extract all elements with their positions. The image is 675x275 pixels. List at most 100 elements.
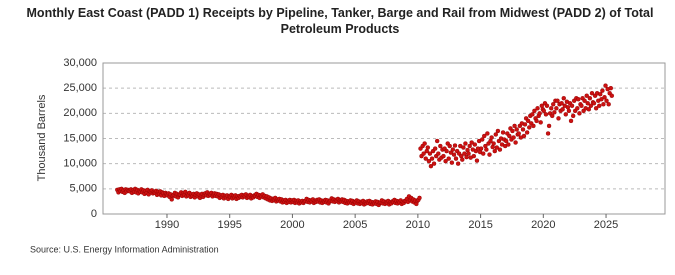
data-point [480,137,485,142]
data-point [431,161,437,166]
plot-frame [102,62,666,215]
data-point [500,130,506,135]
data-point [585,101,590,106]
data-point [520,127,526,132]
data-point [524,130,530,135]
data-point [482,133,487,139]
data-point [453,156,459,161]
data-point [466,151,471,156]
data-point [469,140,474,145]
data-point [434,138,440,144]
data-point [461,145,466,150]
data-point [462,151,467,156]
data-point [598,92,603,97]
x-tick-label: 2020 [531,219,555,231]
y-axis-label: Thousand Barrels [36,94,48,181]
data-point [552,110,557,115]
y-tick-label: 25,000 [63,82,97,94]
data-point [432,146,438,151]
data-point [478,146,484,151]
data-point [441,153,446,159]
data-point [521,133,527,139]
data-point [554,106,559,111]
data-point [570,113,576,119]
data-point [556,116,561,121]
data-point [460,157,465,162]
data-point [589,90,595,96]
data-point [447,143,452,149]
data-point [566,108,572,114]
data-point [427,151,433,156]
x-tick-label: 1990 [155,219,179,231]
data-point [513,140,518,145]
data-point [522,122,528,127]
data-point [550,113,555,119]
data-point [538,120,543,125]
data-point [506,142,511,147]
x-tick-label: 2000 [280,219,304,231]
y-tick-label: 5,000 [69,183,97,195]
data-point [514,127,519,132]
data-point [467,143,472,149]
data-point [464,154,469,160]
x-tick-label: 2005 [343,219,367,231]
y-tick-label: 15,000 [63,132,97,144]
data-point [428,163,434,169]
data-point [568,118,574,124]
y-tick-label: 0 [91,208,97,220]
data-point [449,160,455,165]
data-point [588,103,594,108]
data-point [577,111,582,116]
data-point [417,195,422,201]
data-point [584,93,589,98]
data-point [443,158,448,164]
data-point [421,151,426,156]
data-point [606,102,611,107]
data-point [560,107,565,112]
data-point [525,118,531,124]
data-point [600,88,605,93]
data-point [484,147,489,152]
data-point [576,97,581,102]
data-point [425,145,430,150]
data-point [575,106,580,111]
data-point [563,112,568,117]
data-point [559,101,564,106]
data-point [527,125,532,130]
data-point [512,123,517,129]
data-point [510,128,515,134]
data-point [516,131,521,136]
data-point [503,138,509,144]
data-point [609,93,615,98]
data-point [436,151,441,156]
data-point [535,106,540,111]
data-point [602,95,607,100]
data-point [471,153,477,159]
data-point [507,133,512,139]
data-point [452,143,458,148]
data-point [555,98,560,103]
data-point [543,112,549,117]
data-point [444,148,449,154]
data-point [438,143,443,149]
data-point [601,102,606,107]
data-point [446,156,451,161]
chart-title: Monthly East Coast (PADD 1) Receipts by … [26,6,654,36]
data-point [599,97,604,102]
y-tick-label: 30,000 [63,57,97,69]
data-point [422,141,427,146]
data-point [569,103,575,108]
data-point [491,141,496,146]
data-point [429,156,435,161]
data-point [537,111,542,116]
data-point [494,145,499,150]
x-tick-label: 2015 [468,219,492,231]
data-point [530,112,535,117]
data-point [561,96,566,101]
data-point [487,152,492,157]
x-tick-label: 1995 [217,219,241,231]
y-tick-label: 20,000 [63,107,97,119]
data-point [532,108,537,114]
data-point [497,147,503,152]
